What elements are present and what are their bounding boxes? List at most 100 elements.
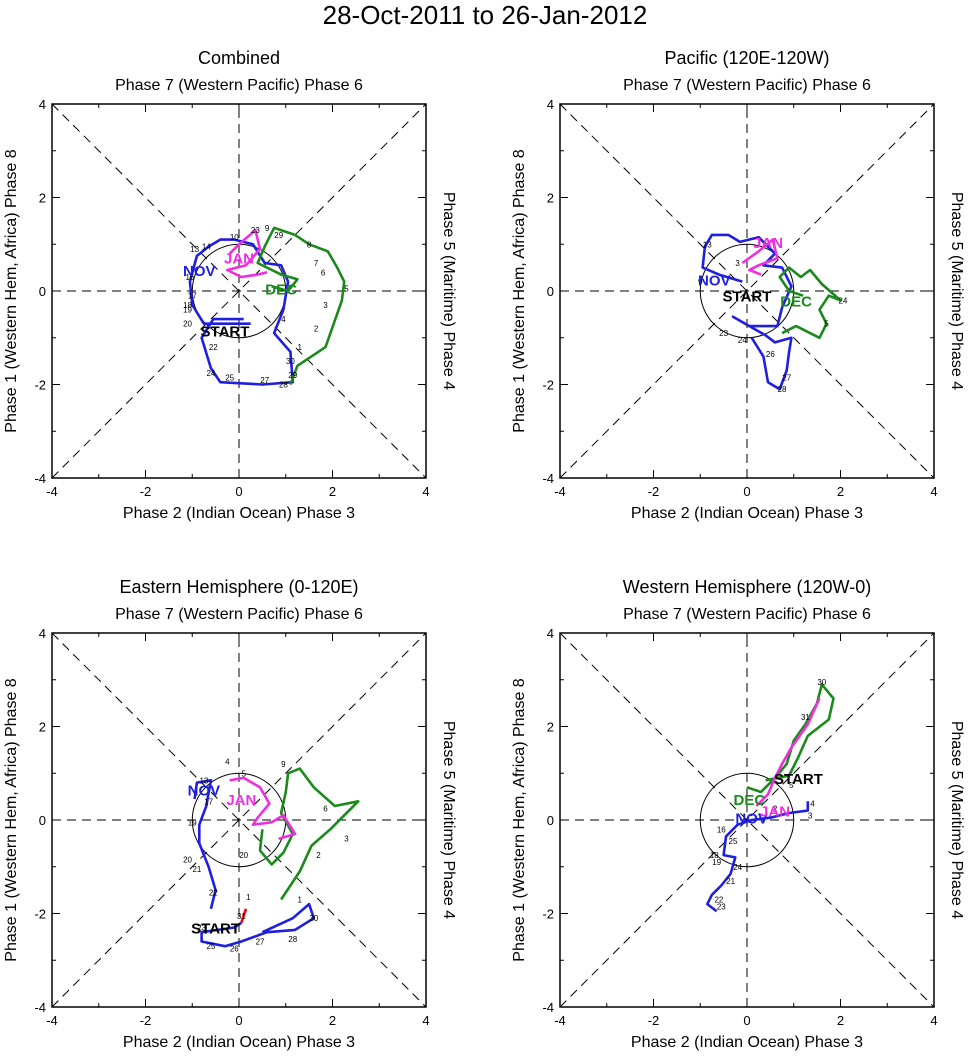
diagonal-line [51,632,427,1008]
day-label: 25 [225,373,234,382]
day-label: 17 [204,797,213,806]
day-label: 5 [344,285,349,294]
day-label: 29 [288,371,297,380]
day-label: 22 [209,888,218,897]
day-label: 6 [323,804,328,813]
diagonal-line [559,632,935,1008]
day-label: 30 [817,678,826,687]
day-label: 2 [773,804,778,813]
top-axis-label: Phase 7 (Western Pacific) Phase 6 [115,606,363,623]
day-label: 22 [714,895,723,904]
day-label: 3 [344,835,349,844]
month-label: DEC [265,282,297,299]
left-axis-label: Phase 1 (Western Hem, Africa) Phase 8 [3,678,20,961]
x-tick-label: 2 [329,484,336,499]
month-label: JAN [224,250,254,267]
series-line-dec [778,266,842,340]
unit-circle [699,772,795,868]
series-line-nov-b [193,778,217,910]
series-line-nov [701,233,793,391]
figure-title: 28-Oct-2011 to 26-Jan-2012 [323,0,648,30]
day-label: 30 [286,357,295,366]
day-label: 2 [314,324,319,333]
x-tick-label: 2 [837,1013,844,1028]
y-tick-label: 4 [39,97,46,112]
y-tick-label: -4 [34,471,46,486]
diagonal-line [559,103,935,479]
x-tick-label: -4 [554,1013,566,1028]
x-tick-label: 2 [329,1013,336,1028]
day-label: 18 [183,301,192,310]
day-label: 9 [281,760,286,769]
month-label: NOV [183,263,216,280]
month-label: JAN [226,792,256,809]
right-axis-label: Phase 5 (Maritime) Phase 4 [948,192,965,390]
day-label: 22 [209,343,218,352]
day-label: 21 [726,877,735,886]
panel-2: Pacific (120E-120W) Phase 7 (Western Paci… [511,48,965,522]
x-tick-label: -4 [46,1013,58,1028]
day-label: 4 [225,758,230,767]
x-tick-label: 0 [743,484,750,499]
series-line-oct [240,908,248,924]
right-axis-label: Phase 5 (Maritime) Phase 4 [948,721,965,919]
series-line-jan [226,228,268,279]
bottom-axis-label: Phase 2 (Indian Ocean) Phase 3 [631,1034,863,1051]
month-label: DEC [734,792,766,809]
x-tick-label: -4 [554,484,566,499]
day-label: 4 [281,315,286,324]
x-tick-label: 0 [235,484,242,499]
left-axis-label: Phase 1 (Western Hem, Africa) Phase 8 [511,678,528,961]
series-line-jan [741,238,779,276]
y-tick-label: -4 [542,1000,554,1015]
x-tick-label: 4 [930,484,937,499]
day-label: 27 [782,373,791,382]
day-label: 24 [733,863,742,872]
bottom-axis-label: Phase 2 (Indian Ocean) Phase 3 [123,1034,355,1051]
month-label: NOV [698,272,731,289]
day-label: 3 [808,811,813,820]
diagonal-line [559,103,935,479]
series-line-jan [755,697,821,807]
start-label: START [191,921,240,938]
day-label: 1 [298,343,303,352]
day-label: 29 [274,231,283,240]
panel-4: Western Hemisphere (120W-0) Phase 7 (West… [511,577,965,1051]
diagonal-line [559,632,935,1008]
day-label: 24 [838,296,847,305]
day-label: 26 [766,350,775,359]
top-axis-label: Phase 7 (Western Pacific) Phase 6 [115,77,363,94]
x-tick-label: -2 [648,1013,660,1028]
panel-title: Pacific (120E-120W) [664,48,829,68]
diagonal-line [51,103,427,479]
y-tick-label: 0 [39,284,46,299]
day-label: 5 [789,781,794,790]
month-label: DEC [780,293,812,310]
month-label: NOV [188,783,221,800]
series-line-jan [229,776,297,840]
y-tick-label: 4 [39,626,46,641]
day-label: 20 [183,320,192,329]
day-label: 18 [710,851,719,860]
x-tick-label: 0 [235,1013,242,1028]
y-tick-label: -2 [34,907,46,922]
y-tick-label: -2 [34,378,46,393]
day-label: 16 [185,273,194,282]
day-label: 6 [321,268,326,277]
y-tick-label: 0 [39,813,46,828]
y-tick-label: 2 [547,191,554,206]
series-line-nov [188,238,295,386]
day-label: 28 [279,381,288,390]
day-label: 17 [188,292,197,301]
start-label: START [723,289,772,306]
y-tick-label: 4 [547,97,554,112]
panel-title: Western Hemisphere (120W-0) [623,577,871,597]
y-tick-label: -4 [542,471,554,486]
x-tick-label: 4 [422,1013,429,1028]
day-label: 16 [717,825,726,834]
day-label: 28 [778,385,787,394]
unit-circle [699,243,795,339]
day-label: 19 [712,858,721,867]
panel-3: Eastern Hemisphere (0-120E) Phase 7 (West… [3,577,457,1051]
day-label: 24 [206,369,215,378]
